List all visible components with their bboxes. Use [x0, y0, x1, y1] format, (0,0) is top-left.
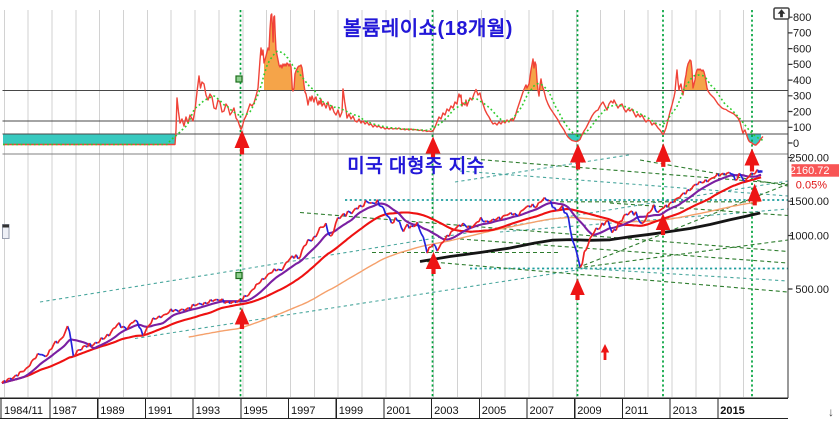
- svg-text:2001: 2001: [386, 405, 410, 417]
- svg-text:2015: 2015: [720, 405, 744, 417]
- svg-text:600: 600: [793, 43, 811, 55]
- svg-text:0.05%: 0.05%: [796, 179, 827, 191]
- svg-text:1997: 1997: [291, 405, 315, 417]
- svg-text:200: 200: [793, 106, 811, 118]
- svg-text:미국 대형주 지수: 미국 대형주 지수: [347, 155, 484, 177]
- svg-text:800: 800: [793, 12, 811, 24]
- svg-text:1999: 1999: [339, 405, 363, 417]
- svg-text:700: 700: [793, 28, 811, 40]
- svg-text:1500.00: 1500.00: [789, 196, 829, 208]
- svg-text:↓: ↓: [828, 405, 834, 419]
- svg-text:1995: 1995: [243, 405, 267, 417]
- svg-text:0: 0: [793, 138, 799, 150]
- svg-text:2007: 2007: [530, 405, 554, 417]
- svg-text:2500.00: 2500.00: [789, 152, 829, 164]
- svg-text:500: 500: [793, 59, 811, 71]
- svg-text:1991: 1991: [148, 405, 172, 417]
- svg-text:1993: 1993: [196, 405, 220, 417]
- svg-text:2013: 2013: [673, 405, 697, 417]
- svg-text:400: 400: [793, 75, 811, 87]
- svg-text:100: 100: [793, 122, 811, 134]
- svg-text:2160.72: 2160.72: [790, 165, 830, 177]
- svg-text:볼륨레이쇼(18개월): 볼륨레이쇼(18개월): [343, 17, 513, 40]
- svg-text:1984/11: 1984/11: [4, 405, 43, 417]
- svg-text:500.00: 500.00: [795, 284, 829, 296]
- svg-text:300: 300: [793, 91, 811, 103]
- svg-text:2009: 2009: [577, 405, 601, 417]
- svg-text:1987: 1987: [53, 405, 77, 417]
- svg-text:2005: 2005: [482, 405, 506, 417]
- svg-text:1989: 1989: [100, 405, 124, 417]
- svg-text:2011: 2011: [625, 405, 649, 417]
- svg-text:1000.00: 1000.00: [789, 230, 829, 242]
- svg-text:2003: 2003: [434, 405, 458, 417]
